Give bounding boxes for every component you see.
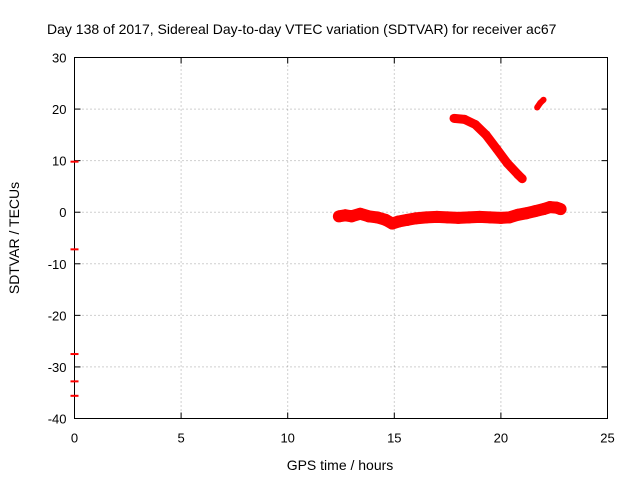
- y-tick-label: 30: [52, 51, 66, 66]
- x-tick-label: 20: [494, 431, 508, 446]
- series-descending-arc-line: [453, 113, 526, 182]
- series-main-trace-point: [473, 210, 486, 223]
- y-tick-label: 10: [52, 154, 66, 169]
- y-tick-label: -20: [48, 308, 67, 323]
- series-main-trace-point: [430, 210, 443, 223]
- y-tick-label: 0: [59, 205, 66, 220]
- x-tick-label: 10: [280, 431, 294, 446]
- series-descending-arc-point: [517, 174, 527, 184]
- series-descending-arc-point: [449, 113, 459, 123]
- series-main-trace-point: [409, 212, 422, 225]
- x-tick-label: 15: [387, 431, 401, 446]
- series-descending-arc-point: [460, 114, 470, 124]
- x-tick-label: 5: [177, 431, 184, 446]
- y-tick-label: -10: [48, 257, 67, 272]
- x-tick-label: 25: [600, 431, 614, 446]
- series-short-segment-point: [534, 104, 541, 111]
- x-tick-label: 0: [71, 431, 78, 446]
- plot-frame: [74, 57, 608, 419]
- grid-lines: [74, 57, 608, 419]
- series-main-trace-point: [420, 211, 433, 224]
- data-series: [70, 96, 567, 397]
- y-axis-label: SDTVAR / TECUs: [6, 182, 22, 294]
- series-descending-arc-point: [492, 144, 502, 154]
- series-main-trace-point: [484, 211, 497, 224]
- series-main-trace-point: [441, 211, 454, 224]
- y-tick-label: 20: [52, 102, 66, 117]
- chart-title: Day 138 of 2017, Sidereal Day-to-day VTE…: [47, 21, 557, 37]
- y-tick-label: -30: [48, 360, 67, 375]
- series-main-trace-point: [494, 211, 507, 224]
- series-descending-arc-point: [481, 130, 491, 140]
- y-tick-label: -40: [48, 412, 67, 427]
- tick-labels: 0 5 10 15 20 25 -40 -30 -20 -10 0 10 20 30: [48, 51, 615, 446]
- series-descending-arc-point: [502, 158, 512, 168]
- axis-ticks: [74, 57, 608, 419]
- series-descending-arc-point: [470, 120, 480, 130]
- x-axis-label: GPS time / hours: [287, 457, 394, 473]
- series-short-segment-point: [540, 96, 547, 103]
- series-main-trace-point: [462, 211, 475, 224]
- series-main-trace-point: [452, 211, 465, 224]
- series-main-trace-point: [554, 203, 567, 216]
